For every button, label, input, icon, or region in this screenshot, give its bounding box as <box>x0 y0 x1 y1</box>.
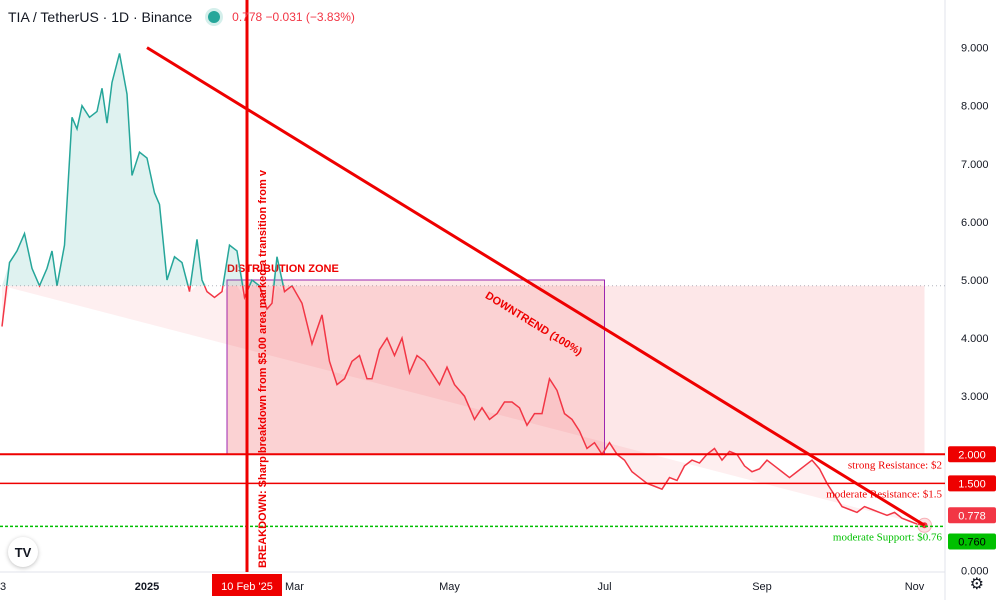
price-line-down <box>1 285 925 527</box>
tag-support-text: 0.760 <box>958 536 986 548</box>
gear-icon[interactable]: ⚙ <box>969 576 984 593</box>
price-tags: 2.000 1.500 0.778 0.760 <box>948 446 996 550</box>
x-tick-label: Mar <box>285 581 304 593</box>
last-price-change: 0.778 −0.031 (−3.83%) <box>232 10 355 24</box>
tag-moderate-resistance-bg <box>948 475 996 492</box>
symbol-title[interactable]: TIA / TetherUS · 1D · Binance <box>8 9 193 25</box>
cursor-date-text: 10 Feb '25 <box>221 581 273 593</box>
tag-current-price-text: 0.778 <box>958 510 986 522</box>
moderate-support-label: moderate Support: $0.76 <box>833 531 943 543</box>
x-tick-label: 2025 <box>135 581 159 593</box>
distribution-zone-label: DISTRIBUTION ZONE <box>227 263 339 275</box>
distribution-zone-box <box>226 279 605 455</box>
tag-strong-resistance-text: 2.000 <box>958 449 986 461</box>
tag-strong-resistance: 2.000 <box>948 446 996 463</box>
price-line-up <box>6 53 293 286</box>
tag-support-bg <box>948 533 996 550</box>
x-tick-label: May <box>439 581 460 593</box>
y-tick-label: 3.000 <box>961 391 989 403</box>
y-tick-label: 4.000 <box>961 333 989 345</box>
tradingview-logo-icon[interactable]: TV <box>8 537 38 567</box>
tag-support: 0.760 <box>948 533 996 550</box>
x-tick-label: 3 <box>0 581 6 593</box>
tag-current-price-bg <box>948 507 996 524</box>
market-status-icon <box>208 11 221 23</box>
below-baseline-fill <box>2 285 925 526</box>
cursor-date-tag: 10 Feb '25 <box>212 574 282 596</box>
tag-moderate-resistance: 1.500 <box>948 475 996 492</box>
x-tick-label: Jul <box>597 581 611 593</box>
downtrend-line <box>146 46 926 527</box>
y-tick-label: 9.000 <box>961 43 989 55</box>
y-tick-label: 5.000 <box>961 275 989 287</box>
price-axis[interactable]: 0.0001.0002.0003.0004.0005.0006.0007.000… <box>961 43 989 578</box>
x-tick-label: Sep <box>752 581 772 593</box>
tag-strong-resistance-bg <box>948 446 996 463</box>
chart-grid <box>0 0 946 600</box>
chart-header: TIA / TetherUS · 1D · Binance 0.778 −0.0… <box>8 6 355 28</box>
moderate-resistance-label: moderate Resistance: $1.5 <box>826 488 942 500</box>
time-axis[interactable]: 2025 Mar May Jul Sep Nov 3 10 Feb '25 <box>0 574 925 596</box>
y-tick-label: 8.000 <box>961 101 989 113</box>
tag-moderate-resistance-text: 1.500 <box>958 478 986 490</box>
y-tick-label: 7.000 <box>961 159 989 171</box>
y-tick-label: 6.000 <box>961 217 989 229</box>
y-tick-label: 0.000 <box>961 566 989 578</box>
cursor-date-bg <box>212 574 282 596</box>
x-tick-label: Nov <box>905 581 925 593</box>
above-baseline-fill <box>2 53 925 286</box>
strong-resistance-label: strong Resistance: $2 <box>848 459 942 471</box>
tag-current-price: 0.778 <box>948 507 996 524</box>
breakdown-label: BREAKDOWN: Sharp breakdown from $5.00 ar… <box>257 169 269 568</box>
